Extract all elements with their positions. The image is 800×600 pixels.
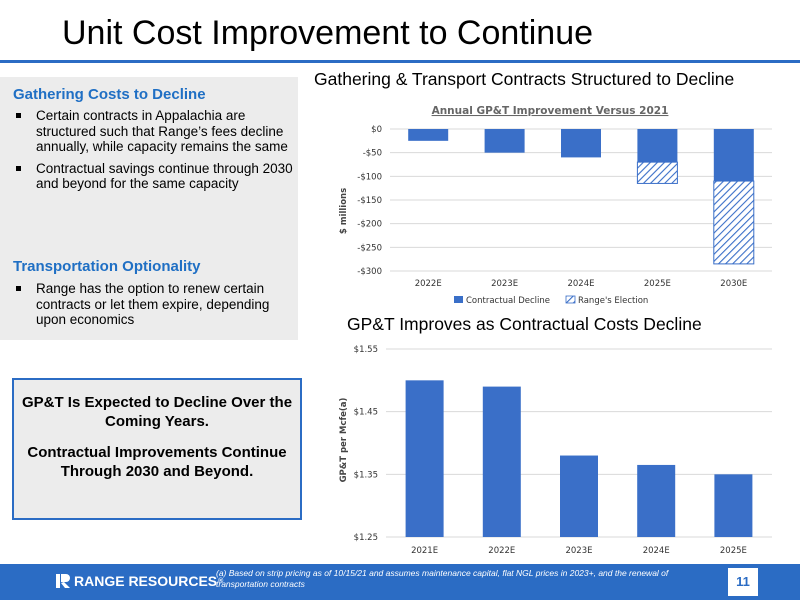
y-tick-label: -$250 [357, 243, 382, 253]
chart2-area: GP&T per Mcfe(a) $1.55 $1.45 $1.35 $1.25 202… [330, 340, 792, 562]
callout-line-1: GP&T Is Expected to Decline Over the Com… [21, 394, 293, 430]
y-tick-label: -$150 [357, 196, 382, 206]
y-tick-label: -$200 [357, 220, 382, 230]
footnote: (a) Based on strip pricing as of 10/15/2… [216, 568, 669, 589]
x-tick-label: 2024E [643, 546, 670, 556]
bar-contractual-decline [637, 129, 678, 163]
range-logo-icon [55, 573, 71, 589]
range-resources-logo: RANGE RESOURCES ® [55, 573, 223, 589]
gpt-per-mcfe-chart: GP&T per Mcfe(a) $1.55 $1.45 $1.35 $1.25 202… [339, 345, 772, 556]
y-tick-label: $1.55 [354, 345, 378, 355]
legend-swatch [565, 295, 576, 304]
x-tick-label: 2024E [567, 279, 594, 289]
bullet-item: Range has the option to renew certain co… [13, 281, 293, 328]
gathering-costs-bullets: Certain contracts in Appalachia are stru… [13, 108, 293, 198]
y-tick-label: $1.25 [354, 533, 378, 543]
y-tick-label: $1.45 [354, 408, 378, 418]
bar-contractual-decline [484, 129, 525, 153]
bar-contractual-decline [713, 129, 754, 182]
x-tick-label: 2022E [415, 279, 442, 289]
legend-swatch [454, 296, 463, 303]
x-tick-label: 2030E [720, 279, 747, 289]
bar-contractual-decline [408, 129, 449, 141]
chart2-heading: GP&T Improves as Contractual Costs Decli… [347, 314, 702, 334]
chart1-area: Annual GP&T Improvement Versus 2021 $ mi… [330, 93, 792, 311]
bar-gpt-per-mcfe [714, 474, 753, 537]
callout-line-2: Contractual Improvements Continue Throug… [27, 444, 287, 480]
x-tick-label: 2025E [720, 546, 747, 556]
chart1-y-axis-label: $ millions [339, 188, 349, 234]
chart1-heading: Gathering & Transport Contracts Structur… [314, 69, 735, 89]
transportation-bullets: Range has the option to renew certain co… [13, 281, 293, 334]
bar-ranges-election [713, 180, 755, 265]
legend-label: Contractual Decline [466, 296, 550, 306]
bullet-item: Contractual savings continue through 203… [13, 161, 293, 192]
slide-title: Unit Cost Improvement to Continue [62, 14, 594, 52]
y-tick-label: -$100 [357, 172, 382, 182]
gpt-improvement-chart: Annual GP&T Improvement Versus 2021 $ mi… [339, 105, 772, 306]
callout-box: GP&T Is Expected to Decline Over the Com… [12, 378, 302, 520]
bar-gpt-per-mcfe [405, 380, 444, 537]
chart1-title: Annual GP&T Improvement Versus 2021 [432, 105, 669, 117]
bullet-item: Certain contracts in Appalachia are stru… [13, 108, 293, 155]
x-tick-label: 2022E [488, 546, 515, 556]
page-number: 11 [728, 568, 758, 596]
y-tick-label: $0 [371, 125, 382, 135]
x-tick-label: 2023E [565, 546, 592, 556]
bar-gpt-per-mcfe [482, 386, 521, 537]
gathering-costs-heading: Gathering Costs to Decline [13, 86, 206, 103]
footer-bar: RANGE RESOURCES ® (a) Based on strip pri… [0, 564, 800, 600]
registered-mark: ® [218, 577, 224, 585]
title-divider [0, 60, 800, 63]
legend-label: Range's Election [578, 296, 648, 306]
y-tick-label: -$50 [363, 149, 382, 159]
y-tick-label: -$300 [357, 267, 382, 277]
chart2-y-axis-label: GP&T per Mcfe(a) [339, 397, 349, 482]
y-tick-label: $1.35 [354, 470, 378, 480]
logo-text: RANGE RESOURCES [74, 573, 218, 589]
x-tick-label: 2025E [644, 279, 671, 289]
transportation-optionality-heading: Transportation Optionality [13, 258, 201, 275]
bar-gpt-per-mcfe [637, 464, 676, 537]
left-text-panel: Gathering Costs to Decline Certain contr… [0, 77, 298, 340]
x-tick-label: 2023E [491, 279, 518, 289]
bar-gpt-per-mcfe [560, 455, 598, 537]
bar-ranges-election [636, 161, 678, 184]
bar-contractual-decline [561, 129, 601, 158]
x-tick-label: 2021E [411, 546, 438, 556]
